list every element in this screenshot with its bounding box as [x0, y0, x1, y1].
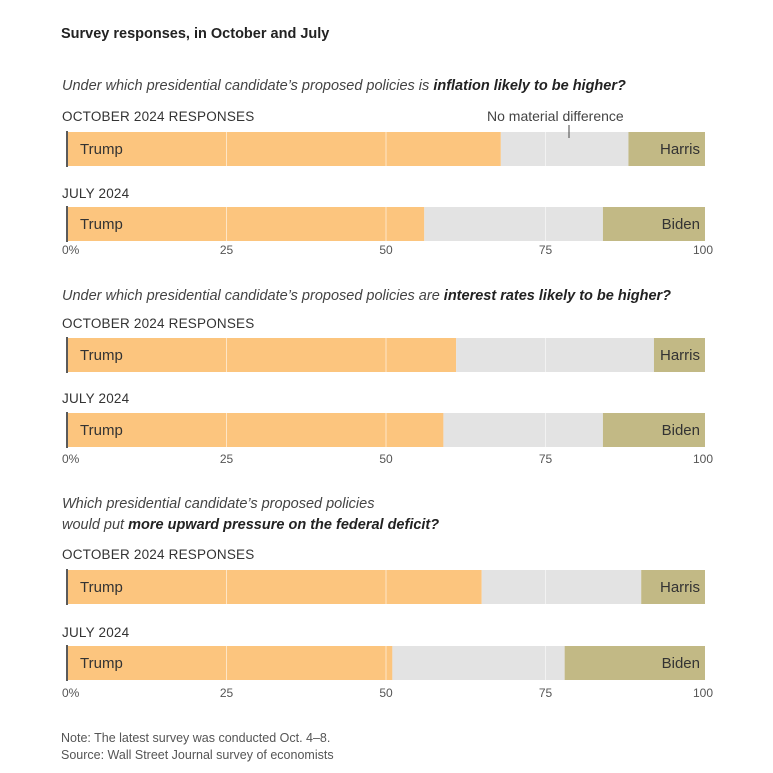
footer-note: Note: The latest survey was conducted Oc… [61, 731, 331, 745]
period-label-inflation-oct: OCTOBER 2024 RESPONSES [62, 109, 255, 124]
x-tick-label: 100 [693, 686, 713, 700]
bar-segment-other-candidate [628, 132, 705, 166]
bar-segment-trump [67, 207, 425, 241]
bar-segment-other-candidate [653, 338, 705, 372]
no-material-difference-label: No material difference [487, 108, 624, 124]
bar-segment-trump [67, 132, 501, 166]
x-tick-label: 100 [693, 243, 713, 257]
bar-segment-no-difference [500, 132, 629, 166]
chart-title: Survey responses, in October and July [61, 26, 330, 42]
bar-label-other-candidate: Harris [660, 347, 700, 364]
bar-segment-no-difference [456, 338, 654, 372]
bar-segment-other-candidate [641, 570, 705, 604]
period-label-deficit-oct: OCTOBER 2024 RESPONSES [62, 547, 255, 562]
bar-label-trump: Trump [80, 422, 123, 439]
bar-label-other-candidate: Harris [660, 141, 700, 158]
question-text: Which presidential candidate’s proposed … [62, 496, 375, 512]
bar-segment-trump [67, 570, 482, 604]
x-tick-label: 25 [220, 452, 234, 466]
question-text: Under which presidential candidate’s pro… [62, 78, 434, 94]
period-label-rates-oct: OCTOBER 2024 RESPONSES [62, 316, 255, 331]
question-emphasis: inflation likely to be higher? [433, 78, 626, 94]
bar-label-other-candidate: Harris [660, 579, 700, 596]
x-tick-label: 75 [539, 243, 553, 257]
question-deficit: Which presidential candidate’s proposed … [62, 494, 439, 536]
bar-segment-other-candidate [602, 413, 705, 447]
x-tick-label: 0% [62, 452, 80, 466]
x-tick-label: 50 [379, 243, 393, 257]
bar-segment-no-difference [443, 413, 603, 447]
bar-label-other-candidate: Biden [662, 422, 700, 439]
bar-label-trump: Trump [80, 141, 123, 158]
period-label-rates-jul: JULY 2024 [62, 391, 130, 406]
x-tick-label: 50 [379, 452, 393, 466]
x-tick-label: 25 [220, 243, 234, 257]
bar-label-trump: Trump [80, 655, 123, 672]
x-tick-label: 25 [220, 686, 234, 700]
bar-segment-other-candidate [602, 207, 705, 241]
question-text: would put [62, 517, 129, 533]
x-tick-label: 100 [693, 452, 713, 466]
bar-label-trump: Trump [80, 347, 123, 364]
x-tick-label: 75 [539, 452, 553, 466]
bar-segment-other-candidate [564, 646, 705, 680]
period-label-deficit-jul: JULY 2024 [62, 625, 130, 640]
bar-segment-trump [67, 646, 393, 680]
bar-label-trump: Trump [80, 579, 123, 596]
bar-segment-no-difference [424, 207, 603, 241]
question-text: Under which presidential candidate’s pro… [62, 288, 444, 304]
question-emphasis: interest rates likely to be higher? [443, 288, 672, 304]
bar-label-other-candidate: Biden [662, 655, 700, 672]
footer-source: Source: Wall Street Journal survey of ec… [61, 748, 334, 762]
x-tick-label: 50 [379, 686, 393, 700]
question-emphasis: more upward pressure on the federal defi… [128, 517, 440, 533]
question-inflation: Under which presidential candidate’s pro… [62, 76, 626, 97]
x-tick-label: 0% [62, 686, 80, 700]
bar-segment-no-difference [481, 570, 642, 604]
bar-segment-trump [67, 338, 457, 372]
bar-label-other-candidate: Biden [662, 216, 700, 233]
bar-segment-no-difference [392, 646, 565, 680]
x-tick-label: 75 [539, 686, 553, 700]
period-label-inflation-jul: JULY 2024 [62, 186, 130, 201]
x-tick-label: 0% [62, 243, 80, 257]
bar-label-trump: Trump [80, 216, 123, 233]
question-interest-rates: Under which presidential candidate’s pro… [62, 286, 671, 307]
bar-segment-trump [67, 413, 444, 447]
